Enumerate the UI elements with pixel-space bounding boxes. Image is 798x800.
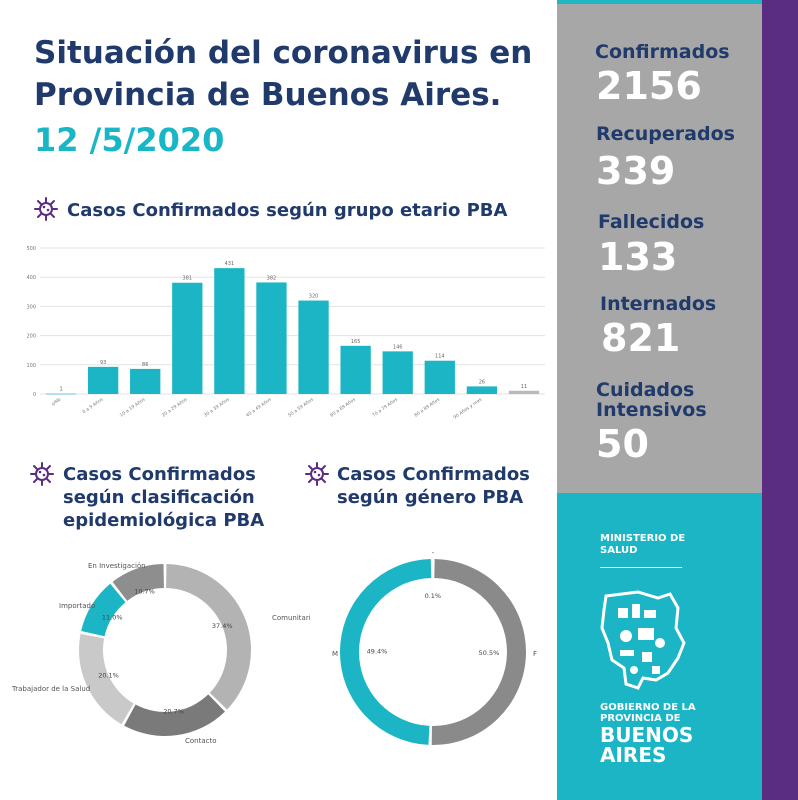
side-stripe: [762, 0, 798, 800]
bar-value-label: 381: [183, 276, 193, 282]
slice-name-label: En Investigación: [88, 562, 146, 570]
slice-percent-label: 10.7%: [134, 587, 155, 595]
y-tick-label: 400: [26, 275, 36, 281]
page-title: Situación del coronavirus en Provincia d…: [34, 35, 533, 113]
slice-name-label: -: [432, 549, 435, 557]
stat-value-fallecidos: 133: [598, 235, 678, 279]
slice-percent-label: 11.0%: [102, 613, 123, 621]
bar-value-label: 86: [142, 362, 148, 368]
stat-value-internados: 821: [601, 316, 681, 360]
bar: [466, 386, 498, 394]
gob-line-4: AIRES: [600, 743, 667, 767]
stats-panel: [557, 0, 762, 493]
slice-name-label: F: [533, 650, 537, 658]
stat-value-cuidados-intensivos: 50: [596, 422, 649, 466]
ministry-line-1: MINISTERIO DE: [600, 533, 686, 544]
slice-name-label: Importado: [59, 602, 95, 610]
x-tick-label: 60 a 69 Años: [329, 396, 357, 418]
virus-icon: [30, 462, 54, 486]
x-tick-label: s/Nb: [50, 397, 62, 408]
pie-slice: [112, 564, 164, 601]
virus-icon: [305, 462, 329, 486]
y-tick-label: 100: [26, 363, 36, 369]
x-tick-label: 0 a 9 Años: [81, 396, 104, 415]
bar-value-label: 93: [100, 360, 106, 366]
bar: [130, 368, 161, 394]
gender-chart-title: Casos Confirmados según género PBA: [337, 464, 530, 508]
x-tick-label: 70 a 79 Años: [371, 396, 399, 418]
bar-value-label: 1: [59, 387, 62, 393]
y-tick-label: 200: [26, 334, 36, 340]
stat-value-recuperados: 339: [596, 149, 676, 193]
x-tick-label: 80 a 89 Años: [413, 396, 441, 418]
bar: [382, 351, 413, 394]
pie-slice: [78, 633, 134, 725]
slice-percent-label: 49.4%: [367, 647, 388, 655]
age-bar-chart: 0 100 200 300 400 500 1 s/Nb 93 0 a 9 Años 86 10 a …: [26, 246, 545, 421]
stat-label-confirmados: Confirmados: [595, 41, 730, 63]
bar: [256, 282, 287, 394]
slice-percent-label: 0.1%: [425, 592, 442, 600]
gob-line-3: BUENOS: [600, 723, 694, 747]
stat-label-recuperados: Recuperados: [596, 123, 735, 145]
divider: [600, 567, 682, 568]
slice-percent-label: 20.1%: [98, 672, 119, 680]
slice-percent-label: 37.4%: [212, 622, 233, 630]
bar-value-label: 165: [351, 339, 361, 345]
gender-donut-chart: 50.5% F 49.4% M 0.1% -: [332, 549, 537, 745]
bar-value-label: 26: [479, 379, 485, 385]
x-tick-label: 30 a 39 Años: [203, 396, 231, 418]
virus-icon: [34, 197, 58, 221]
bar: [508, 390, 540, 394]
slice-percent-label: 50.5%: [479, 649, 500, 657]
classification-chart-title: Casos Confirmados según clasificación ep…: [63, 464, 265, 531]
slice-percent-label: 20.7%: [163, 707, 184, 715]
pie-slice: [81, 583, 126, 637]
stat-value-confirmados: 2156: [596, 64, 702, 108]
slice-name-label: Comunitario: [272, 614, 310, 622]
bar: [298, 300, 329, 394]
pie-slice: [339, 559, 432, 745]
report-date: 12 /5/2020: [34, 121, 225, 159]
x-tick-label: 40 a 49 Años: [245, 396, 273, 418]
ministry-label: MINISTERIO DE SALUD: [600, 533, 685, 557]
government-label: GOBIERNO DE LA PROVINCIA DE: [600, 702, 696, 724]
age-chart-title: Casos Confirmados según grupo etario PBA: [67, 200, 508, 221]
slice-name-label: M: [332, 650, 338, 658]
x-tick-label: 90 Años y mas: [452, 396, 483, 420]
stat-label-internados: Internados: [600, 293, 717, 315]
y-tick-label: 500: [26, 246, 36, 252]
bar-value-label: 11: [521, 384, 527, 390]
bar: [214, 268, 245, 394]
gob-line-2: PROVINCIA DE: [600, 713, 681, 724]
bar-value-label: 320: [309, 294, 319, 300]
x-tick-label: 10 a 19 Años: [119, 396, 147, 418]
bar: [424, 360, 455, 394]
y-tick-label: 0: [33, 392, 36, 398]
bar-value-label: 146: [393, 344, 403, 350]
slice-name-label: Trabajador de la Salud: [11, 685, 90, 693]
gob-line-1: GOBIERNO DE LA: [600, 702, 696, 713]
classification-donut-chart: 37.4% Comunitario 20.7% Contacto 20.1% Trabaj…: [11, 562, 310, 745]
bar-value-label: 382: [267, 275, 277, 281]
bar: [172, 282, 203, 394]
pie-slice: [431, 559, 526, 745]
bar: [87, 366, 119, 394]
y-tick-label: 300: [26, 304, 36, 310]
x-tick-label: 20 a 29 Años: [161, 396, 189, 418]
province-map-logo: [600, 590, 686, 690]
slice-name-label: Contacto: [185, 737, 217, 745]
stat-label-fallecidos: Fallecidos: [598, 211, 705, 233]
bar: [45, 393, 77, 395]
pie-slice: [166, 564, 251, 710]
bar: [340, 345, 371, 394]
province-name: BUENOS AIRES: [600, 725, 693, 765]
pie-slice: [124, 694, 225, 736]
x-tick-label: 50 a 59 Años: [287, 396, 315, 418]
bar-value-label: 114: [435, 354, 445, 360]
bar-value-label: 431: [225, 261, 235, 267]
stat-label-cuidados-intensivos: Cuidados Intensivos: [596, 379, 707, 421]
ministry-line-2: SALUD: [600, 545, 638, 556]
